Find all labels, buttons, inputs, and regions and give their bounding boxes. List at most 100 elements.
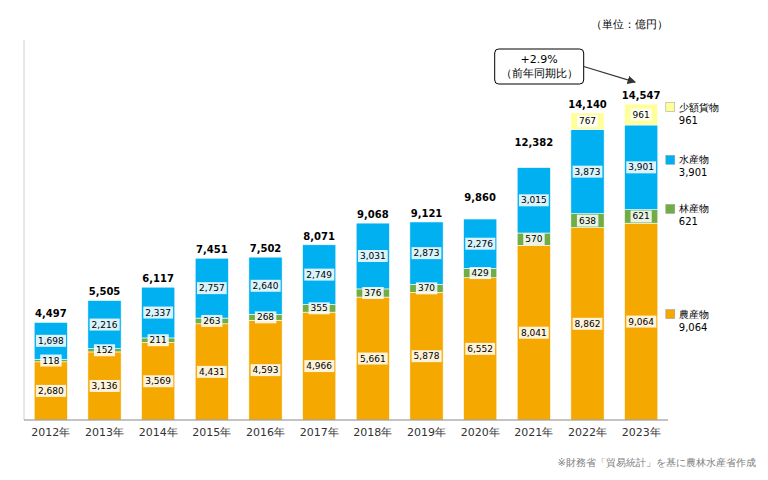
data-label-bg [577, 215, 598, 227]
bars [34, 104, 658, 420]
bar-segment [464, 219, 497, 268]
bar-segment [34, 322, 67, 359]
x-tick-label: 2020年 [461, 426, 500, 439]
data-label-bg [90, 380, 120, 392]
x-tick-label: 2012年 [31, 426, 70, 439]
total-label: 4,497 [35, 308, 67, 319]
data-label: 1,698 [38, 336, 64, 346]
data-label: 376 [364, 288, 381, 298]
annotation-line: +2.9% [521, 53, 558, 66]
data-label: 2,216 [92, 320, 118, 330]
bar-segment [517, 245, 550, 420]
x-tick-label: 2019年 [407, 426, 446, 439]
bar-segment [625, 210, 658, 223]
x-tick-labels: 2012年2013年2014年2015年2016年2017年2018年2019年… [31, 426, 660, 439]
data-label: 2,276 [467, 239, 493, 249]
data-label: 2,337 [145, 308, 171, 318]
bar-segment [410, 221, 443, 222]
data-label: 621 [633, 211, 650, 221]
total-labels: 4,4975,5056,1177,4517,5028,0719,0689,121… [35, 90, 660, 319]
bar-segment [571, 130, 604, 214]
bar-segment [410, 222, 443, 284]
legend-label: 少額貨物 [679, 102, 719, 113]
data-label: 2,757 [199, 283, 225, 293]
data-label: 2,873 [414, 248, 440, 258]
data-label-bg [573, 318, 603, 330]
x-tick-label: 2015年 [192, 426, 231, 439]
data-label-bg [36, 335, 66, 347]
bar-segment [464, 268, 497, 277]
data-label-bg [519, 327, 549, 339]
x-tick-label: 2014年 [139, 426, 178, 439]
x-tick-label: 2013年 [85, 426, 124, 439]
data-label: 4,966 [306, 361, 332, 371]
total-label: 14,547 [622, 90, 661, 101]
bar-segment [464, 278, 497, 420]
data-label: 3,873 [575, 167, 601, 177]
data-label: 211 [150, 335, 167, 345]
bar-segment [142, 343, 175, 420]
data-label: 370 [418, 283, 435, 293]
total-label: 12,382 [515, 137, 554, 148]
bar-segment [356, 223, 389, 289]
total-label: 7,451 [196, 244, 228, 255]
total-label: 9,068 [357, 209, 389, 220]
bar-segment [410, 284, 443, 292]
data-label-bg [416, 282, 437, 294]
data-label-bg [94, 344, 115, 356]
data-label: 268 [257, 312, 274, 322]
bar-segment [34, 362, 67, 420]
bar-segment [410, 292, 443, 420]
legend-label: 水産物 [679, 154, 709, 165]
bar-segment [625, 223, 658, 420]
annotation-text: +2.9%（前年同期比） [501, 53, 578, 80]
bar-segment [249, 257, 282, 314]
data-label: 570 [525, 234, 542, 244]
data-label-bg [197, 282, 227, 294]
data-label-bg [412, 350, 442, 362]
bar-segment [88, 352, 121, 420]
bar-segment [249, 257, 282, 258]
annotation-arrow [584, 67, 635, 83]
data-labels: 2,6803,1363,5694,4314,5934,9665,6615,878… [36, 109, 656, 397]
data-label-bg [631, 210, 652, 222]
bar-segment [195, 258, 228, 259]
footnote: ※財務省「貿易統計」を基に農林水産省作成 [558, 457, 756, 468]
bar-segment [195, 324, 228, 420]
bar-segment [249, 320, 282, 420]
bar-segment [303, 244, 336, 245]
legend-value: 621 [679, 216, 698, 227]
bar-segment [356, 289, 389, 297]
legend-value: 3,901 [679, 167, 708, 178]
y-axis-line [24, 40, 25, 420]
bar-segment [356, 297, 389, 420]
total-label: 9,860 [464, 192, 496, 203]
legend-label: 農産物 [679, 309, 709, 320]
data-label-bg [201, 315, 222, 327]
data-label: 5,661 [360, 354, 386, 364]
bar-segment [88, 300, 121, 348]
data-label-bg [90, 319, 120, 331]
data-label: 638 [579, 216, 596, 226]
bar-segment [625, 104, 658, 125]
bar-segment [88, 300, 121, 301]
data-label-bg [577, 115, 598, 127]
data-label: 263 [203, 316, 220, 326]
bar-segment [142, 287, 175, 338]
total-label: 6,117 [142, 273, 174, 284]
data-label: 9,064 [628, 317, 654, 327]
data-label: 2,680 [38, 386, 64, 396]
data-label-bg [197, 366, 227, 378]
unit-label: （単位：億円） [591, 18, 668, 31]
x-tick-label: 2016年 [246, 426, 285, 439]
total-label: 7,502 [250, 243, 282, 254]
data-label-bg [465, 238, 495, 250]
bar-segment [303, 312, 336, 420]
bar-segment [571, 228, 604, 420]
data-label-bg [412, 247, 442, 259]
legend-label: 林産物 [678, 203, 709, 214]
data-label: 8,862 [575, 319, 601, 329]
legend: 農産物9,064林産物621水産物3,901少額貨物961 [666, 102, 719, 333]
bar-segment [517, 167, 550, 168]
bar-segment [464, 218, 497, 219]
